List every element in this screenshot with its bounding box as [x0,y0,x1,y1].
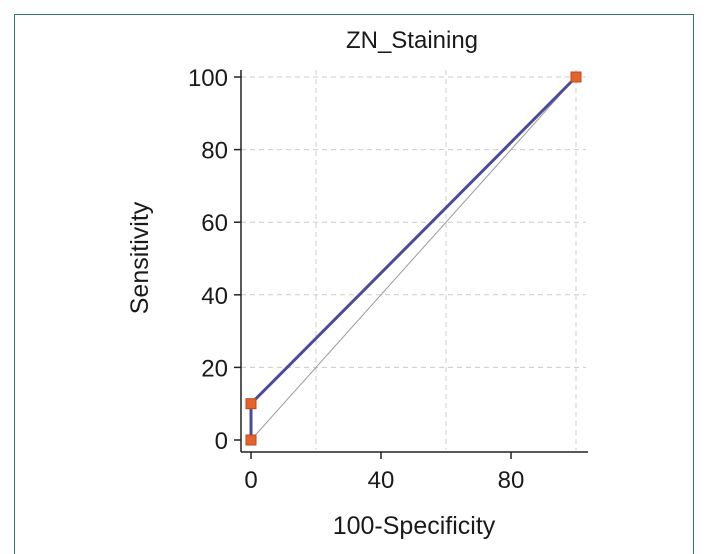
y-axis-label: Sensitivity [126,201,154,314]
grid [241,70,586,450]
y-tick-label: 20 [201,355,228,382]
y-tick-label: 40 [201,283,228,310]
figure-frame [14,14,694,554]
y-tick-label: 100 [188,65,228,92]
y-tick-label: 80 [201,138,228,165]
roc-point [245,434,257,446]
x-axis-label: 100-Specificity [333,512,496,540]
reference-diagonal [250,76,577,441]
y-tick-label: 0 [215,428,228,455]
x-tick-label: 80 [498,467,525,494]
plot-area [245,71,582,446]
roc-point [245,398,257,410]
roc-chart: ZN_Staining 100-Specificity Sensitivity … [126,27,588,540]
ticks: 0 20 40 60 80 100 0 40 80 [188,65,524,494]
roc-point [570,71,582,83]
x-tick-label: 0 [244,467,257,494]
axes [240,70,588,453]
chart-title: ZN_Staining [346,27,478,54]
x-tick-label: 40 [368,467,395,494]
y-tick-label: 60 [201,210,228,237]
